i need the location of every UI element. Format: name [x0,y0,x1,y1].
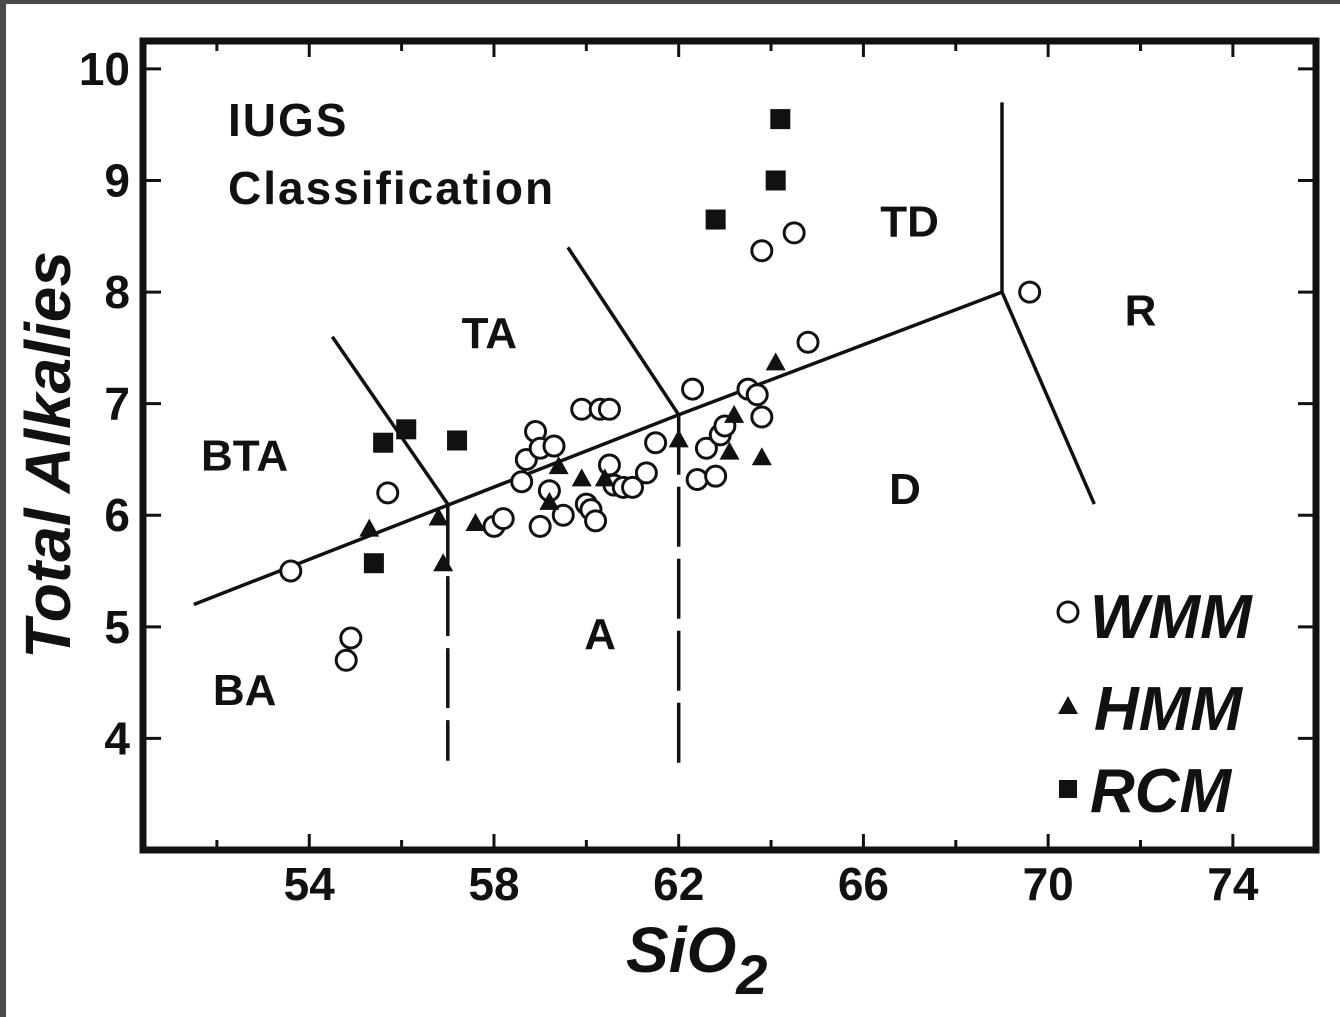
boundary-line [330,335,450,506]
x-tick-label: 62 [653,858,704,910]
point-hmm [594,468,615,487]
legend: WMM HMM RCM [1056,583,1253,826]
boundary-line [566,246,681,416]
region-label-ta: TA [462,309,517,358]
annotation-line-1: IUGS [228,94,348,146]
point-rcm [363,553,384,574]
x-tick-label: 70 [1023,858,1074,910]
legend-label-rcm: RCM [1090,757,1233,826]
x-tick-label: 54 [284,858,336,910]
x-tick-label: 58 [468,858,519,910]
classification-boundaries [193,102,1096,772]
point-wmm [694,436,718,460]
point-rcm [705,209,726,230]
point-hmm [668,429,689,448]
y-tick-label: 7 [104,378,130,430]
point-hmm [539,491,560,510]
x-axis-title-subscript: 2 [735,943,767,1006]
legend-marker-wmm [1056,600,1080,624]
y-axis-title: Total Alkalies [12,251,84,659]
point-wmm [551,503,575,527]
point-wmm [745,383,769,407]
point-wmm [542,434,566,458]
legend-label-wmm: WMM [1090,583,1253,652]
point-wmm [491,507,515,531]
region-label-a: A [584,610,616,659]
y-tick-label: 5 [104,601,130,653]
point-wmm [1018,280,1042,304]
point-rcm [373,432,394,453]
region-label-bta: BTA [201,432,288,481]
point-wmm [796,330,820,354]
data-points [279,109,1042,672]
region-label-td: TD [880,197,939,246]
annotation-line-2: Classification [228,162,555,214]
point-rcm [447,430,468,451]
point-wmm [685,468,709,492]
point-wmm [597,453,621,477]
point-wmm [634,461,658,485]
boundary-line [193,290,1003,607]
region-label-r: R [1125,287,1157,336]
point-rcm [396,419,417,440]
point-wmm [528,514,552,538]
y-tick-label: 8 [104,266,130,318]
x-axis-title: SiO2 [626,914,767,1006]
point-wmm [750,239,774,263]
y-tick-label: 10 [79,43,130,95]
point-hmm [719,441,740,460]
axis-ticks: 54 58 62 66 70 74 4 5 6 7 8 9 10 [79,41,1316,910]
point-wmm [681,377,705,401]
point-wmm [376,481,400,505]
point-hmm [433,553,454,572]
point-hmm [765,352,786,371]
point-rcm [770,109,791,130]
point-hmm [359,518,380,537]
point-rcm [765,170,786,191]
point-wmm [584,509,608,533]
point-wmm [644,431,668,455]
point-wmm [597,397,621,421]
point-wmm [510,470,534,494]
boundary-line [1000,291,1096,505]
point-wmm [782,221,806,245]
point-wmm [704,464,728,488]
legend-label-hmm: HMM [1094,675,1243,744]
point-wmm [621,475,645,499]
y-tick-label: 6 [104,489,130,541]
point-wmm [334,648,358,672]
point-wmm [279,559,303,583]
point-wmm [339,626,363,650]
y-tick-label: 4 [104,712,130,764]
point-hmm [548,456,569,475]
point-hmm [465,513,486,532]
point-hmm [571,468,592,487]
y-tick-label: 9 [104,154,130,206]
x-axis-title-main: SiO [626,914,736,986]
region-label-d: D [889,465,921,514]
point-hmm [428,507,449,526]
legend-marker-rcm [1059,780,1077,798]
region-labels: BTA TA TD R BA A D [201,197,1156,715]
region-label-ba: BA [213,666,277,715]
point-hmm [751,447,772,466]
point-hmm [724,404,745,423]
x-tick-label: 74 [1207,858,1259,910]
legend-marker-hmm [1058,696,1078,714]
x-tick-label: 66 [838,858,889,910]
point-wmm [750,405,774,429]
plot-area-border [139,37,1320,854]
